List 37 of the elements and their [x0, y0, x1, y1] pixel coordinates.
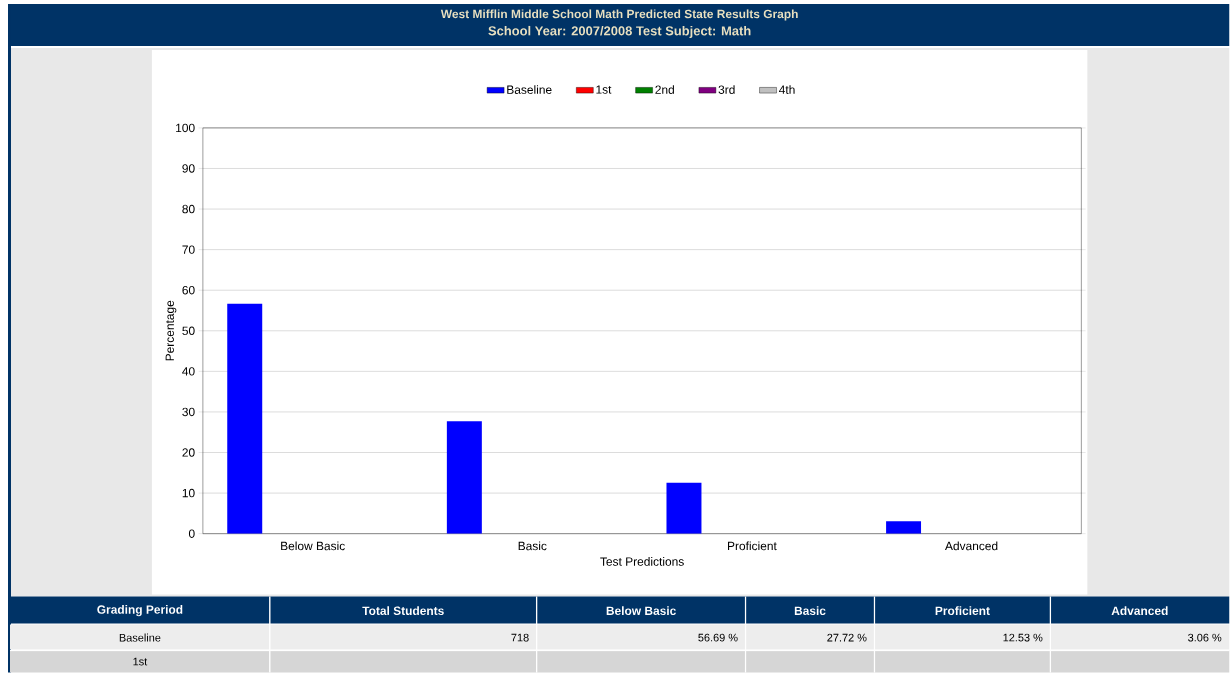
- legend-label: 2nd: [655, 85, 674, 94]
- y-tick-label: 0: [188, 529, 195, 538]
- x-tick-label: Below Basic: [281, 541, 345, 551]
- text: 3.06 %: [1188, 633, 1222, 642]
- text: Grading Period: [97, 604, 183, 617]
- category-label: Proficient: [935, 606, 990, 615]
- x-tick-label: Basic: [518, 541, 547, 551]
- chart-title: West Mifflin Middle School Math Predicted State Results Graph: [440, 9, 798, 21]
- y-tick-label: 20: [182, 448, 195, 457]
- y-tick-label: 10: [182, 488, 195, 498]
- y-tick-label: 100: [176, 123, 195, 132]
- y-tick-label: 50: [182, 326, 195, 335]
- text: 56.69 %: [698, 633, 738, 642]
- text: 27.72 %: [827, 633, 867, 642]
- y-tick-label: 70: [182, 245, 195, 254]
- category-label: Below Basic: [606, 606, 676, 615]
- category-label: Advanced: [1111, 606, 1168, 615]
- y-tick-label: 60: [182, 285, 195, 295]
- category-label: Basic: [794, 606, 826, 615]
- text: Total Students: [362, 606, 444, 615]
- chart-subtitle: School Year: 2007/2008 Test Subject: Math: [488, 25, 751, 38]
- legend-label: 1st: [596, 85, 612, 94]
- text: 718: [511, 633, 529, 642]
- y-tick-label: 40: [182, 366, 195, 376]
- legend-label: 3rd: [718, 85, 735, 94]
- x-tick-label: Proficient: [728, 541, 777, 551]
- y-tick-label: 30: [182, 407, 195, 416]
- legend-label: 4th: [779, 85, 795, 94]
- legend-label: Baseline: [507, 85, 552, 94]
- text: 12.53 %: [1003, 633, 1043, 642]
- y-tick-label: 90: [182, 164, 195, 173]
- x-tick-label: Advanced: [944, 541, 998, 551]
- y-axis-title: Percentage: [165, 300, 177, 361]
- y-tick-label: 80: [182, 204, 195, 214]
- text: 1st: [133, 657, 148, 666]
- x-axis-title: Test Predictions: [600, 556, 684, 566]
- text: Baseline: [119, 633, 161, 642]
